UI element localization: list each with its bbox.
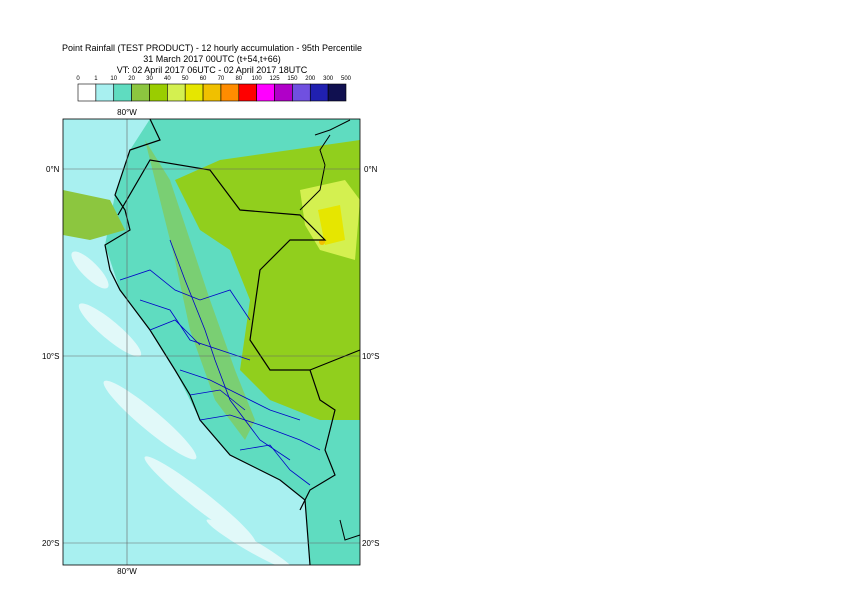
legend-swatch <box>238 83 257 102</box>
legend-swatch <box>202 83 222 102</box>
legend-swatch <box>167 83 186 102</box>
legend-label: 150 <box>287 76 298 82</box>
legend-swatch <box>220 83 240 102</box>
map <box>62 118 361 566</box>
legend-swatch <box>256 83 275 102</box>
lat-label: 20°S <box>42 539 59 548</box>
legend-swatch <box>327 83 347 102</box>
legend-swatch <box>184 83 204 102</box>
legend-label: 125 <box>270 76 281 82</box>
legend-swatch <box>131 83 150 102</box>
legend-label: 100 <box>252 76 263 82</box>
legend-swatch <box>309 83 329 102</box>
legend-label: 0 <box>76 76 80 82</box>
legend-swatch <box>292 83 311 102</box>
legend-swatch <box>149 83 168 102</box>
legend-swatch <box>95 83 115 102</box>
base-time: 31 March 2017 00UTC (t+54,t+66) <box>143 54 281 64</box>
lat-label: 10°S <box>362 352 379 361</box>
lat-label: 0°N <box>46 165 60 174</box>
legend-label: 500 <box>341 76 352 82</box>
legend-swatch <box>274 83 293 102</box>
legend-label: 20 <box>128 76 135 82</box>
legend-label: 10 <box>110 76 117 82</box>
legend: 0 1 10 20 30 40 50 60 70 80 100 125 150 200 300 500 <box>76 76 352 102</box>
legend-label: 50 <box>182 76 189 82</box>
legend-label: 40 <box>164 76 171 82</box>
legend-label: 80 <box>235 76 242 82</box>
valid-time: VT: 02 April 2017 06UTC - 02 April 2017 … <box>117 65 308 75</box>
legend-swatch <box>77 83 97 102</box>
lat-label: 10°S <box>42 352 59 361</box>
lon-label: 80°W <box>117 108 137 117</box>
legend-label: 1 <box>94 76 98 82</box>
legend-label: 30 <box>146 76 153 82</box>
legend-label: 60 <box>200 76 207 82</box>
legend-swatch <box>113 83 132 102</box>
legend-label: 300 <box>323 76 334 82</box>
lat-label: 20°S <box>362 539 379 548</box>
legend-label: 200 <box>305 76 316 82</box>
lat-label: 0°N <box>364 165 378 174</box>
lon-label: 80°W <box>117 567 137 576</box>
title: Point Rainfall (TEST PRODUCT) - 12 hourl… <box>62 43 362 53</box>
legend-label: 70 <box>218 76 225 82</box>
